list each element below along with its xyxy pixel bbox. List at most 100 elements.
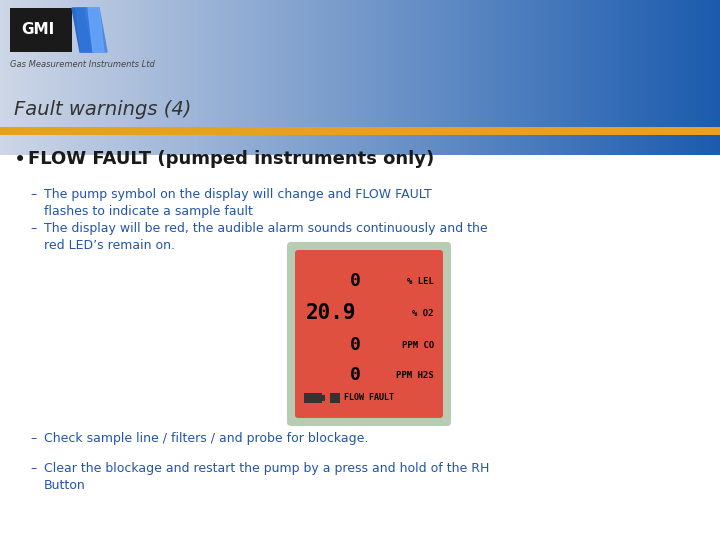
Bar	[459, 0, 461, 155]
Bar	[634, 0, 636, 155]
Bar	[643, 0, 646, 155]
Bar	[110, 0, 113, 155]
Bar	[504, 0, 506, 155]
Bar	[641, 0, 643, 155]
Bar	[245, 0, 247, 155]
Bar	[477, 0, 480, 155]
Bar	[106, 0, 108, 155]
Bar	[391, 0, 394, 155]
Bar	[14, 0, 17, 155]
Bar	[585, 0, 588, 155]
Bar	[7, 0, 9, 155]
Bar	[338, 0, 341, 155]
Bar	[153, 0, 156, 155]
Bar	[619, 0, 621, 155]
Bar	[708, 0, 711, 155]
Bar	[650, 0, 653, 155]
Text: Check sample line / filters / and probe for blockage.: Check sample line / filters / and probe …	[44, 432, 369, 445]
Bar	[420, 0, 423, 155]
Bar	[185, 0, 187, 155]
Bar	[12, 0, 14, 155]
Bar	[689, 0, 691, 155]
Bar	[646, 0, 648, 155]
Bar	[578, 0, 581, 155]
Bar	[55, 0, 58, 155]
Text: GMI: GMI	[22, 23, 55, 37]
Bar	[595, 0, 598, 155]
Bar	[372, 0, 374, 155]
Bar	[528, 0, 531, 155]
Bar	[117, 0, 120, 155]
Bar	[374, 0, 377, 155]
Bar	[549, 0, 552, 155]
Bar	[355, 0, 358, 155]
Bar	[27, 0, 29, 155]
Bar	[387, 0, 389, 155]
Bar	[624, 0, 626, 155]
Bar	[250, 0, 252, 155]
Bar	[63, 0, 65, 155]
Bar	[461, 0, 463, 155]
Bar	[214, 0, 216, 155]
Bar	[103, 0, 106, 155]
Bar	[5, 0, 7, 155]
Bar	[593, 0, 595, 155]
Bar	[0, 155, 720, 540]
Bar	[495, 0, 497, 155]
Bar	[706, 0, 708, 155]
Bar	[48, 0, 50, 155]
Bar	[261, 0, 264, 155]
Bar	[487, 0, 490, 155]
Bar	[626, 0, 629, 155]
Bar	[497, 0, 499, 155]
Bar	[58, 0, 60, 155]
Bar	[322, 0, 324, 155]
Bar	[612, 0, 614, 155]
Bar	[684, 0, 686, 155]
Bar	[2, 0, 5, 155]
Bar	[295, 0, 297, 155]
Bar	[473, 0, 475, 155]
Bar	[79, 0, 81, 155]
Bar	[192, 0, 194, 155]
Bar	[149, 0, 151, 155]
Text: The display will be red, the audible alarm sounds continuously and the
red LED’s: The display will be red, the audible ala…	[44, 222, 487, 252]
Bar	[283, 0, 286, 155]
Text: 0: 0	[350, 336, 361, 354]
Bar	[603, 0, 605, 155]
Bar	[490, 0, 492, 155]
Bar	[523, 0, 526, 155]
Bar	[434, 0, 437, 155]
Bar	[130, 0, 132, 155]
Bar	[614, 0, 617, 155]
Bar	[156, 0, 158, 155]
Text: Clear the blockage and restart the pump by a press and hold of the RH
Button: Clear the blockage and restart the pump …	[44, 462, 490, 492]
Bar	[305, 0, 307, 155]
Bar	[427, 0, 430, 155]
Bar	[168, 0, 171, 155]
Bar	[288, 0, 290, 155]
Bar	[65, 0, 67, 155]
Bar	[216, 0, 218, 155]
Bar	[482, 0, 485, 155]
Bar	[569, 0, 571, 155]
Bar	[108, 0, 110, 155]
Bar	[451, 0, 454, 155]
Bar	[468, 0, 470, 155]
Bar	[384, 0, 387, 155]
Bar	[225, 0, 228, 155]
Bar	[346, 0, 348, 155]
Bar	[662, 0, 665, 155]
Bar	[521, 0, 523, 155]
Bar	[463, 0, 466, 155]
Bar	[125, 0, 127, 155]
Bar	[675, 0, 677, 155]
Bar	[533, 0, 535, 155]
Bar	[677, 0, 679, 155]
Bar	[135, 0, 137, 155]
Bar	[540, 0, 542, 155]
Bar	[324, 0, 326, 155]
Bar	[600, 0, 603, 155]
Bar	[257, 0, 259, 155]
Bar	[45, 0, 48, 155]
